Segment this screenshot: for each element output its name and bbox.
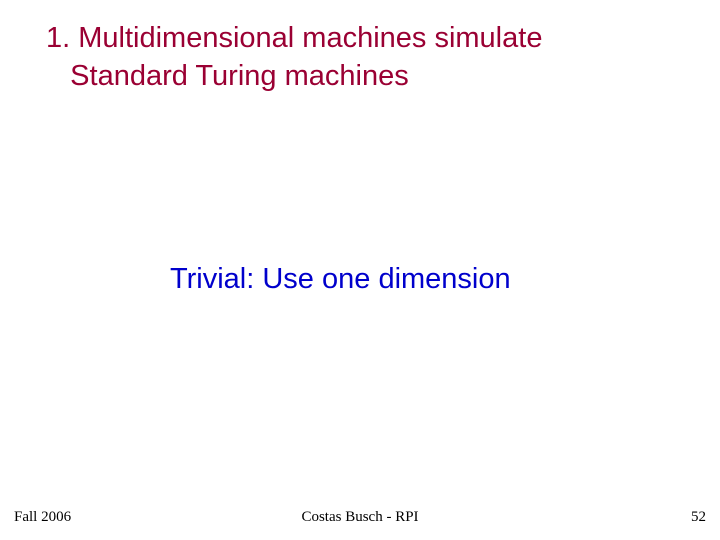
footer-right: 52 [691, 509, 706, 526]
slide-subtext: Trivial: Use one dimension [170, 260, 511, 299]
heading-line-1: 1. Multidimensional machines simulate [46, 22, 542, 54]
footer-center: Costas Busch - RPI [0, 509, 720, 526]
heading-line-2: Standard Turing machines [46, 60, 409, 92]
slide: 1. Multidimensional machines simulate St… [0, 0, 720, 540]
slide-heading: 1. Multidimensional machines simulate St… [46, 20, 680, 95]
